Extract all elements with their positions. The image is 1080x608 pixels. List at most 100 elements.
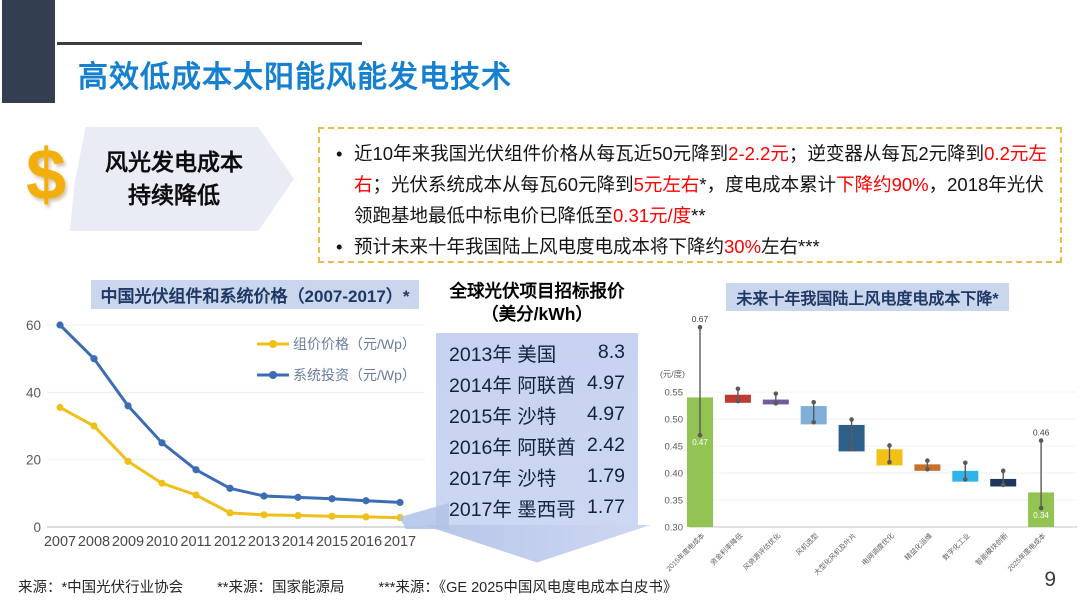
wind-chart-title: 未来十年我国陆上风电度电成本下降* [726, 283, 1009, 311]
page-title: 高效低成本太阳能风能发电技术 [78, 61, 512, 94]
wind-cost-chart: 未来十年我国陆上风电度电成本下降* 0.30 0.35 0.40 0.45 0.50 0.… [655, 283, 1080, 577]
highlight-text: 0.31元/度 [613, 205, 692, 227]
row-value: 8.3 [597, 340, 625, 363]
svg-text:0.35: 0.35 [665, 496, 684, 507]
bid-table-arrow-body: 2013年 美国 8.3 2014年 阿联酋 4.97 2015年 沙特 4.97 2016… [436, 332, 638, 525]
svg-text:40: 40 [26, 385, 41, 400]
highlight-text: 5元左右 [633, 174, 700, 196]
svg-text:组价价格（元/Wp）: 组价价格（元/Wp） [293, 336, 416, 352]
highlight-text: 2-2.2元 [728, 143, 789, 164]
pv-chart-title: 中国光伏组件和系统价格（2007-2017）* [90, 280, 420, 309]
svg-text:0.45: 0.45 [665, 442, 684, 453]
table-row: 2016年 阿联酋 2.42 [436, 430, 638, 461]
row-value: 4.97 [587, 371, 625, 394]
svg-text:0.46: 0.46 [1033, 428, 1050, 438]
down-arrow-icon [422, 524, 652, 563]
bid-price-table: 全球光伏项目招标报价 （美分/kWh） 2013年 美国 8.3 2014年 阿联酋… [422, 280, 652, 563]
plain-text: 近10年来我国光伏组件价格从每瓦近50元降到 [354, 143, 729, 164]
callout-chevron: 风光发电成本 持续降低 [70, 127, 294, 231]
svg-text:60: 60 [26, 318, 41, 333]
svg-text:2008: 2008 [78, 534, 110, 550]
highlight-text: 30% [724, 236, 762, 258]
callout-line2: 持续降低 [128, 182, 220, 208]
row-label: 2017年 墨西哥 [449, 498, 576, 521]
svg-text:0.34: 0.34 [1033, 511, 1049, 520]
svg-text:0: 0 [33, 520, 41, 535]
svg-text:电网调度优化: 电网调度优化 [860, 531, 896, 567]
table-row: 2017年 墨西哥 1.77 [436, 492, 638, 523]
table-row: 2014年 阿联酋 4.97 [436, 368, 638, 399]
svg-text:2011: 2011 [180, 534, 211, 550]
row-label: 2017年 沙特 [449, 467, 557, 490]
svg-text:20: 20 [26, 453, 41, 468]
plain-text: 预计未来十年我国陆上风电度电成本将下降约 [354, 236, 725, 258]
svg-text:风机选型: 风机选型 [794, 531, 820, 557]
source-notes: 来源：*中国光伏行业协会 **来源：国家能源局 ***来源：《GE 2025中国… [18, 576, 677, 597]
plain-text: ；逆变器从每瓦2元降到 [788, 143, 985, 164]
plain-text: 左右*** [761, 236, 820, 258]
svg-text:2025年度电成本: 2025年度电成本 [1005, 531, 1047, 573]
pv-price-chart: 中国光伏组件和系统价格（2007-2017）* 0 20 40 60 2007 2008 2… [20, 280, 440, 550]
svg-text:系统投资（元/Wp）: 系统投资（元/Wp） [293, 367, 416, 383]
bid-table-title: 全球光伏项目招标报价 （美分/kWh） [422, 280, 652, 326]
source-item-2: **来源：国家能源局 [217, 580, 345, 596]
svg-text:2015: 2015 [316, 534, 348, 550]
svg-text:风资源评估优化: 风资源评估优化 [741, 531, 782, 572]
row-label: 2016年 阿联酋 [449, 436, 576, 459]
table-row: 2013年 美国 8.3 [436, 337, 638, 368]
svg-text:0.50: 0.50 [665, 415, 684, 426]
svg-text:智能模块创新: 智能模块创新 [974, 531, 1010, 567]
svg-text:0.67: 0.67 [692, 315, 709, 324]
svg-text:2012: 2012 [214, 534, 246, 550]
row-value: 1.77 [587, 495, 625, 518]
bullet-item-1: • 近10年来我国光伏组件价格从每瓦近50元降到2-2.2元；逆变器从每瓦2元降到… [334, 138, 1048, 231]
title-underline [57, 42, 362, 45]
svg-text:数字化工业: 数字化工业 [941, 531, 972, 562]
callout-line1: 风光发电成本 [105, 148, 243, 175]
page-number: 9 [1044, 568, 1056, 591]
svg-text:0.30: 0.30 [665, 523, 684, 534]
svg-text:0.47: 0.47 [692, 438, 708, 447]
svg-text:2014: 2014 [282, 534, 314, 550]
table-row: 2015年 沙特 4.97 [436, 399, 638, 430]
plain-text: *，度电成本累计 [699, 174, 837, 196]
bullet-dot: • [336, 143, 343, 164]
svg-text:资金利率降低: 资金利率降低 [708, 531, 744, 567]
row-label: 2014年 阿联酋 [449, 374, 576, 397]
source-item-3: ***来源：《GE 2025中国风电度电成本白皮书》 [378, 580, 678, 596]
svg-text:0.40: 0.40 [665, 469, 684, 480]
bullet-text-1: 近10年来我国光伏组件价格从每瓦近50元降到2-2.2元；逆变器从每瓦2元降到0… [354, 143, 1047, 226]
bullet-text-2: 预计未来十年我国陆上风电度电成本将下降约30%左右*** [354, 236, 820, 257]
row-value: 4.97 [587, 402, 625, 425]
row-value: 1.79 [587, 464, 625, 487]
table-row: 2017年 沙特 1.79 [436, 461, 638, 492]
bullet-dot: • [336, 236, 343, 258]
plain-text: ，2018年光伏领跑基地最低中标电价已降低至 [354, 174, 1044, 227]
svg-text:精益化运维: 精益化运维 [903, 531, 934, 562]
svg-text:2017: 2017 [384, 534, 416, 550]
bullet-item-2: • 预计未来十年我国陆上风电度电成本将下降约30%左右*** [334, 231, 1048, 262]
corner-accent-block [2, 0, 55, 103]
svg-text:0.55: 0.55 [665, 388, 684, 399]
bid-table-title-line2: （美分/kWh） [481, 303, 593, 324]
plain-text: ** [691, 205, 706, 227]
highlight-text: 0.2元左右 [354, 143, 1047, 196]
svg-text:2010: 2010 [146, 534, 178, 550]
row-label: 2015年 沙特 [449, 405, 557, 428]
source-item-1: 来源：*中国光伏行业协会 [18, 580, 184, 596]
svg-text:(元/度): (元/度) [660, 369, 685, 379]
wind-chart-title-wrap: 未来十年我国陆上风电度电成本下降* [655, 283, 1080, 311]
bid-table-title-line1: 全球光伏项目招标报价 [449, 281, 625, 301]
svg-text:2016: 2016 [350, 534, 382, 550]
svg-text:2007: 2007 [44, 534, 76, 550]
svg-text:2013: 2013 [248, 534, 280, 550]
pv-chart-title-wrap: 中国光伏组件和系统价格（2007-2017）* [80, 280, 430, 309]
svg-text:2015年度电成本: 2015年度电成本 [664, 531, 706, 573]
row-value: 2.42 [587, 433, 625, 456]
wind-chart-svg: 0.30 0.35 0.40 0.45 0.50 0.55 (元/度) 0.67 0.47 0.4… [660, 315, 1077, 577]
svg-text:2009: 2009 [112, 534, 144, 550]
plain-text: ；光伏系统成本从每瓦60元降到 [372, 174, 634, 196]
highlight-text: 下降约90% [836, 174, 929, 196]
